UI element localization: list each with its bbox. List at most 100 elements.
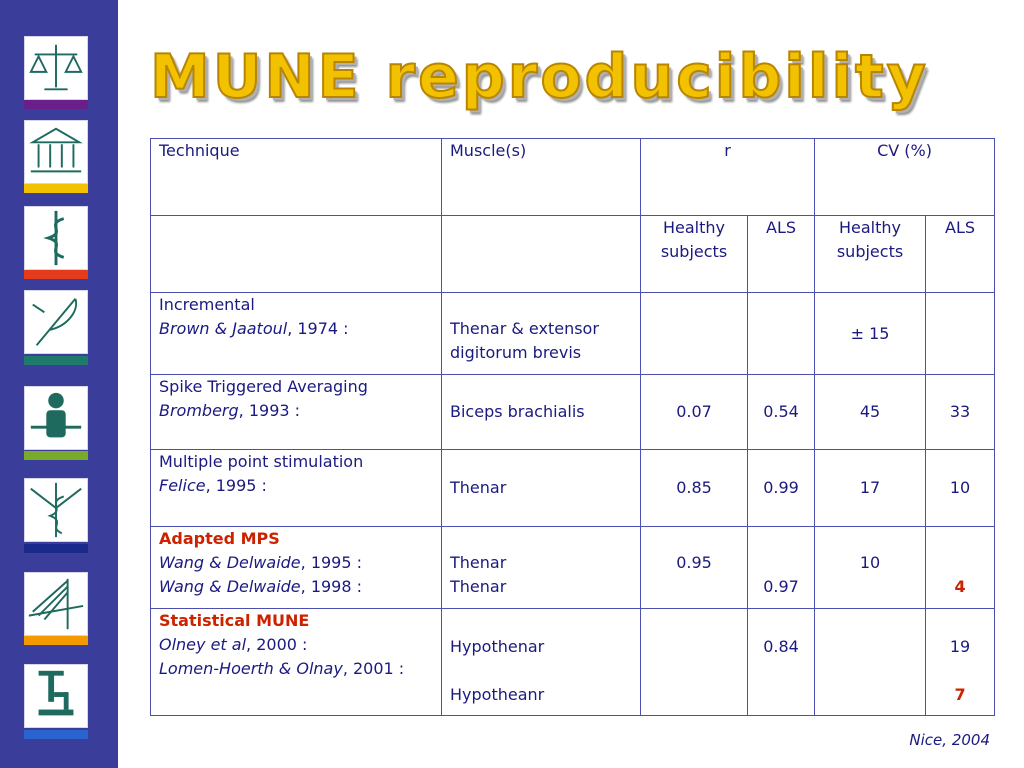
citation-author: Wang & Delwaide [159, 553, 301, 572]
cv-als-cell: 10 [925, 449, 996, 527]
muscle-cell: Thenar [441, 449, 641, 527]
citation-year: , 1995 : [300, 553, 363, 572]
table-row: Spike Triggered Averaging Bromberg, 1993… [150, 374, 996, 450]
microscope-color-bar [24, 730, 88, 739]
muscle-cell: Thenar & extensor digitorum brevis [441, 292, 641, 375]
header-muscles: Muscle(s) [441, 138, 641, 216]
r-healthy-cell: 0.85 [640, 449, 748, 527]
medical-caduceus-icon [24, 478, 88, 542]
citation-author: Wang & Delwaide [159, 577, 301, 596]
technique-name: Incremental [159, 295, 255, 314]
cv-als-cell: 4 [925, 526, 996, 609]
subheader-r-als: ALS [746, 215, 816, 293]
scales-color-bar [24, 100, 88, 109]
table-row: Incremental Brown & Jaatoul, 1974 : Then… [150, 292, 996, 375]
cv-healthy-cell: 17 [814, 449, 927, 527]
technique-citation: Wang & Delwaide, 1995 : [159, 551, 433, 575]
r-healthy-cell [640, 292, 748, 375]
r-healthy-value: 0.95 [676, 553, 712, 572]
technique-citation: Olney et al, 2000 : [159, 633, 433, 657]
cv-als-cell: 33 [925, 374, 996, 450]
citation-year: , 1993 : [238, 401, 301, 420]
cv-healthy-cell [814, 608, 927, 716]
cv-healthy-value: 10 [859, 553, 881, 572]
medical-color-bar [24, 544, 88, 553]
citation-author: Felice [159, 476, 206, 495]
person-icon [24, 386, 88, 450]
table-row: Statistical MUNE Olney et al, 2000 : Lom… [150, 608, 996, 716]
citation-author: Bromberg [159, 401, 239, 420]
citation-year: , 1998 : [300, 577, 363, 596]
table-row: Adapted MPS Wang & Delwaide, 1995 : Wang… [150, 526, 996, 609]
citation-year: , 2000 : [246, 635, 308, 654]
table-header-row: Technique Muscle(s) r CV (%) [150, 138, 996, 216]
cv-als-cell: 19 7 [925, 608, 996, 716]
technique-citation: Brown & Jaatoul, 1974 : [159, 317, 433, 341]
muscle-name: Thenar & extensor digitorum brevis [450, 319, 599, 362]
technique-cell: Incremental Brown & Jaatoul, 1974 : [150, 292, 442, 375]
technique-cell: Adapted MPS Wang & Delwaide, 1995 : Wang… [150, 526, 442, 609]
technique-cell: Statistical MUNE Olney et al, 2000 : Lom… [150, 608, 442, 716]
header-cv: CV (%) [814, 138, 996, 216]
header-r: r [639, 138, 816, 216]
quill-color-bar [24, 356, 88, 365]
person-color-bar [24, 451, 88, 460]
technique-cell: Multiple point stimulation Felice, 1995 … [150, 449, 442, 527]
citation-author: Brown & Jaatoul [159, 319, 288, 338]
citation-author: Lomen-Hoerth & Olnay [159, 659, 343, 678]
quill-icon [24, 290, 88, 354]
slide-title: MUNE reproducibility [149, 41, 929, 113]
technique-name: Statistical MUNE [159, 611, 310, 630]
r-als-value: 0.84 [763, 637, 799, 656]
table-row: Multiple point stimulation Felice, 1995 … [150, 449, 996, 527]
citation-year: , 1995 : [205, 476, 267, 495]
technique-citation-2: Wang & Delwaide, 1998 : [159, 575, 433, 599]
cv-healthy-cell: ± 15 [814, 292, 927, 375]
r-als-cell: 0.84 [746, 608, 816, 716]
scales-icon [24, 36, 88, 100]
subheader-cv-healthy: Healthy subjects [814, 215, 927, 293]
cv-als-value: 19 [949, 637, 971, 656]
muscle-name-2: Hypotheanr [450, 685, 545, 704]
technique-cell: Spike Triggered Averaging Bromberg, 1993… [150, 374, 442, 450]
subheader-r-healthy: Healthy subjects [640, 215, 748, 293]
technique-citation: Felice, 1995 : [159, 474, 433, 498]
citation-year: , 1974 : [287, 319, 349, 338]
technique-citation-2: Lomen-Hoerth & Olnay, 2001 : [159, 657, 433, 681]
muscle-name: Hypothenar [450, 637, 545, 656]
cv-als-value-2: 7 [954, 685, 966, 704]
bridge-icon [24, 572, 88, 636]
citation-year: , 2001 : [342, 659, 405, 678]
table-subheader-row: Healthy subjects ALS Healthy subjects AL… [150, 215, 996, 293]
technique-name: Adapted MPS [159, 529, 280, 548]
subheader-empty-muscles [441, 215, 641, 293]
r-als-cell: 0.99 [746, 449, 816, 527]
r-als-cell: 0.97 [746, 526, 816, 609]
header-technique: Technique [150, 138, 442, 216]
subheader-empty-technique [150, 215, 442, 293]
subheader-cv-als: ALS [925, 215, 996, 293]
mune-table: Technique Muscle(s) r CV (%) Healthy sub… [150, 138, 996, 716]
temple-color-bar [24, 184, 88, 193]
muscle-name-2: Thenar [450, 577, 507, 596]
technique-citation: Bromberg, 1993 : [159, 399, 433, 423]
cv-healthy-cell: 45 [814, 374, 927, 450]
r-healthy-cell [640, 608, 748, 716]
r-healthy-cell: 0.07 [640, 374, 748, 450]
temple-icon [24, 120, 88, 184]
muscle-cell: Biceps brachialis [441, 374, 641, 450]
r-als-cell [746, 292, 816, 375]
muscle-cell: Thenar Thenar [441, 526, 641, 609]
r-als-cell: 0.54 [746, 374, 816, 450]
cv-als-value: 4 [954, 577, 966, 596]
r-healthy-cell: 0.95 [640, 526, 748, 609]
cv-healthy-cell: 10 [814, 526, 927, 609]
footer-caption: Nice, 2004 [909, 731, 990, 749]
citation-author: Olney et al [159, 635, 247, 654]
muscle-cell: Hypothenar Hypotheanr [441, 608, 641, 716]
bridge-color-bar [24, 636, 88, 645]
r-als-value: 0.97 [763, 577, 799, 596]
technique-name: Spike Triggered Averaging [159, 377, 368, 396]
caduceus-color-bar [24, 270, 88, 279]
cv-als-cell [925, 292, 996, 375]
